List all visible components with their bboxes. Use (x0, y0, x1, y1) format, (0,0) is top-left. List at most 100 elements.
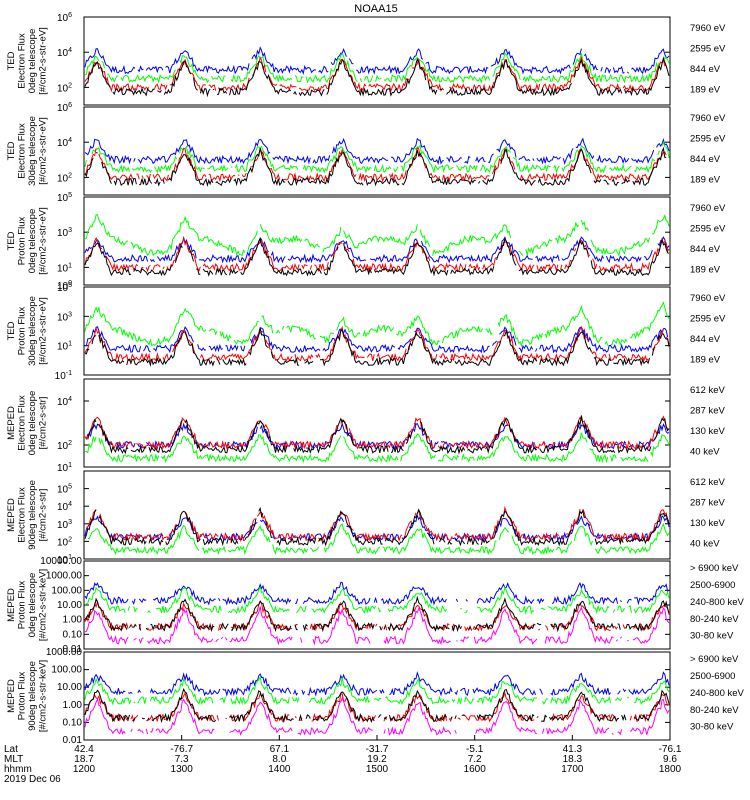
panel-frame (83, 106, 671, 196)
legend-entry: 7960 eV (690, 23, 726, 34)
legend-entry: 2595 eV (690, 133, 726, 144)
legend-entry: 844 eV (690, 64, 721, 75)
legend-entry: 189 eV (690, 354, 721, 365)
series-trace (84, 581, 670, 606)
y-axis-label: MEPEDElectron Flux90deg telescope[#/cm2-… (6, 480, 49, 550)
legend-entry: 240-800 keV (690, 688, 745, 699)
legend-entry: 240-800 keV (690, 597, 745, 608)
y-tick-label: 105 (57, 484, 72, 496)
legend-entry: 844 eV (690, 244, 721, 255)
panel-frame (83, 378, 671, 468)
x-tick-label: 42.4 (74, 744, 94, 755)
x-tick-label: 7.2 (468, 754, 482, 765)
y-tick-label: 100.00 (51, 665, 82, 676)
y-tick-label: 105 (57, 282, 72, 294)
series-trace (84, 687, 670, 724)
x-tick-label: -76.7 (170, 744, 193, 755)
y-tick-label: 0.10 (63, 629, 83, 640)
legend-entry: 189 eV (690, 264, 721, 275)
series-trace (84, 675, 670, 706)
plot-title: NOAA15 (354, 3, 397, 15)
series-trace (84, 56, 670, 98)
series-trace (84, 301, 670, 348)
panel-7: 0.01 0.10 1.00 10.00 100.00 1000.00 10000.00 ME… (6, 556, 745, 655)
y-tick-label: 10000.00 (40, 556, 82, 567)
x-tick-label: 7.3 (175, 754, 189, 765)
y-tick-label: 102 (57, 82, 72, 94)
series-trace (87, 415, 670, 455)
y-tick-label: 104 (57, 47, 72, 59)
y-tick-label: 105 (57, 192, 72, 204)
y-axis-label: MEPEDElectron Flux0deg telescope[#/cm2-s… (6, 391, 49, 455)
legend-entry: 189 eV (690, 174, 721, 185)
x-tick-label: 8.0 (272, 754, 286, 765)
x-axis-labels: Lat 42.4 -76.7 67.1 -31.7 -5.1 41.3 -76.1 MLT 18.… (4, 735, 682, 785)
date-label: 2019 Dec 06 (4, 774, 61, 785)
y-tick-label: 104 (57, 137, 72, 149)
legend-entry: 7960 eV (690, 293, 726, 304)
x-tick-label: 1200 (73, 764, 96, 775)
panel-frame (83, 470, 671, 560)
x-tick-label: 1400 (268, 764, 291, 775)
series-trace (84, 237, 670, 277)
y-tick-label: 103 (57, 519, 72, 531)
series-trace (85, 595, 670, 633)
series-trace (84, 214, 670, 257)
y-tick-label: 101 (57, 262, 72, 274)
legend-entry: 612 keV (690, 477, 726, 488)
y-tick-label: 102 (57, 536, 72, 548)
y-tick-label: 1.00 (63, 615, 83, 626)
series-trace (84, 696, 670, 736)
y-axis-label: TEDElectron Flux0deg telescope[#/cm2-s-s… (6, 27, 49, 95)
legend-entry: 130 keV (690, 518, 726, 529)
x-tick-label: 67.1 (270, 744, 290, 755)
y-tick-label: 0.01 (63, 735, 83, 746)
panel-5: 101 102 104 MEPEDElectron Flux0deg telescop… (6, 378, 726, 474)
series-trace (84, 506, 670, 547)
legend-entry: 2500-6900 (690, 671, 735, 682)
y-tick-label: 104 (57, 501, 72, 513)
x-row-label: hhmm (4, 764, 32, 775)
y-tick-label: 106 (57, 12, 72, 24)
y-tick-label: 0.01 (63, 644, 83, 655)
legend-entry: 844 eV (690, 154, 721, 165)
y-tick-label: 103 (57, 311, 72, 323)
legend-entry: 287 keV (690, 405, 726, 416)
series-trace (84, 606, 670, 646)
y-tick-label: 0.10 (63, 717, 83, 728)
series-trace (84, 137, 670, 165)
legend-entry: 30-80 keV (690, 631, 734, 642)
panel-frame (83, 16, 671, 106)
legend-entry: 2500-6900 (690, 580, 735, 591)
y-axis-label: TEDProton Flux0deg telescope[#/cm2-s-str… (6, 207, 49, 275)
legend-entry: 30-80 keV (690, 722, 734, 733)
series-trace (84, 52, 670, 84)
legend-entry: 130 keV (690, 426, 726, 437)
x-tick-label: -31.7 (366, 744, 389, 755)
y-tick-label: 1.00 (63, 700, 83, 711)
legend-entry: 287 keV (690, 497, 726, 508)
y-tick-label: 1000.00 (46, 647, 83, 658)
x-tick-label: 41.3 (563, 744, 583, 755)
panel-8: 0.01 0.10 1.00 10.00 100.00 1000.00 MEPEDProto… (6, 647, 745, 746)
x-tick-label: 9.6 (663, 754, 677, 765)
series-trace (84, 432, 670, 464)
series-trace (84, 46, 670, 76)
panel-frame (83, 196, 671, 286)
legend-entry: 2595 eV (690, 223, 726, 234)
legend-entry: 189 eV (690, 84, 721, 95)
y-tick-label: 1000.00 (46, 571, 83, 582)
x-tick-label: -76.1 (659, 744, 682, 755)
y-tick-label: 100.00 (51, 585, 82, 596)
x-tick-label: 18.3 (563, 754, 583, 765)
y-tick-label: 101 (57, 341, 72, 353)
x-tick-label: 1800 (659, 764, 682, 775)
series-trace (84, 140, 670, 174)
y-axis-label: TEDProton Flux30deg telescope[#/cm2-s-st… (6, 296, 49, 366)
panel-4: 10-1 101 103 105 TEDProton Flux30deg telesco… (6, 282, 726, 382)
y-axis-label: MEPEDProton Flux90deg telescope[#/cm2-s-… (6, 660, 49, 732)
y-axis-label: MEPEDProton Flux0deg telescope[#/cm2-s-s… (6, 569, 49, 641)
y-tick-label: 10-1 (55, 370, 72, 382)
